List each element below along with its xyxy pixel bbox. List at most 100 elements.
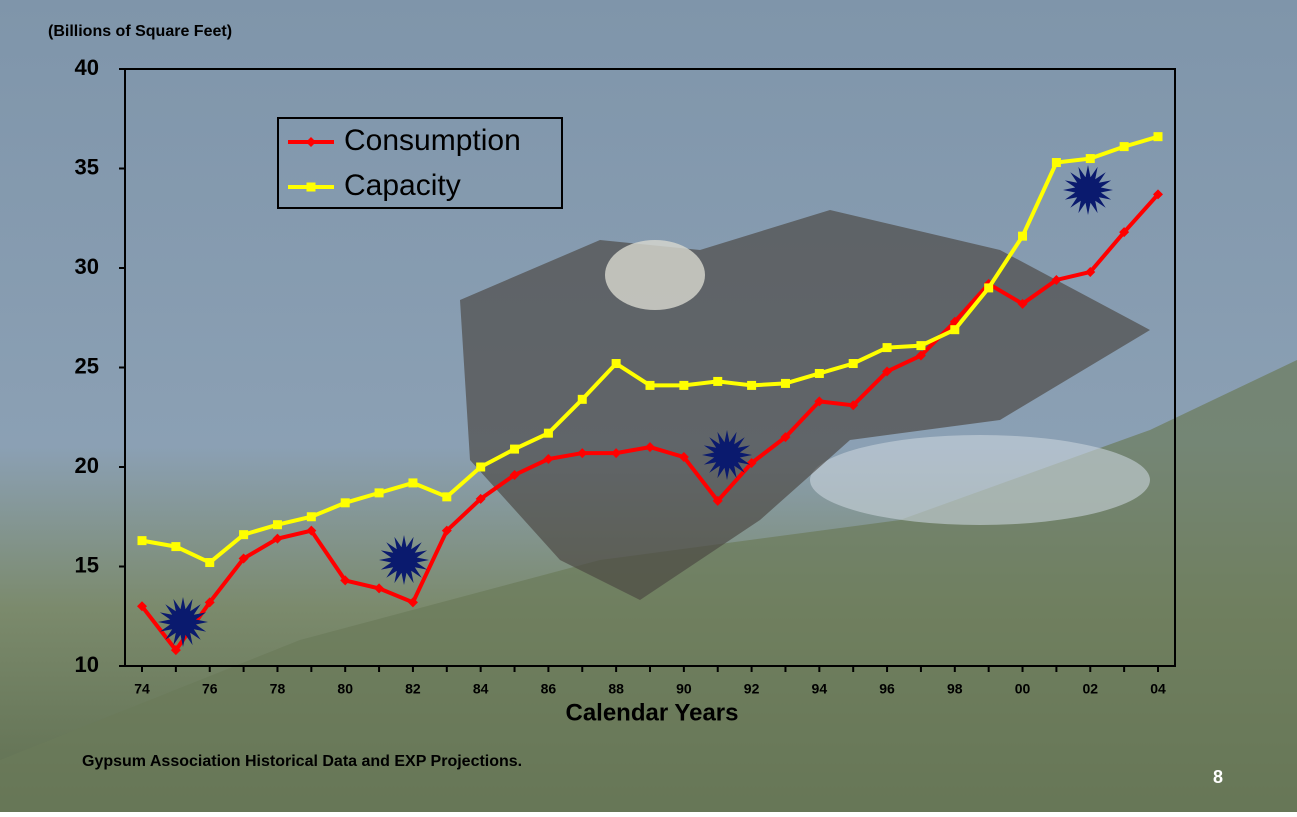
point <box>476 462 486 472</box>
x-tick-label: 76 <box>202 681 218 697</box>
point <box>747 380 757 390</box>
point <box>204 597 215 608</box>
eagle <box>460 210 1150 600</box>
point <box>340 575 351 586</box>
x-tick-label: 74 <box>134 681 150 697</box>
x-tick-label: 04 <box>1150 681 1166 697</box>
point <box>1051 158 1061 168</box>
x-tick-label: 92 <box>744 681 760 697</box>
x-tick-label: 78 <box>270 681 286 697</box>
point <box>1119 227 1130 238</box>
point <box>814 368 824 378</box>
x-tick-label: 84 <box>473 681 489 697</box>
y-tick-label: 40 <box>75 55 99 80</box>
point <box>137 601 147 612</box>
point <box>780 432 791 443</box>
x-axis-label: Calendar Years <box>565 699 738 726</box>
point <box>272 533 283 544</box>
point <box>374 488 384 498</box>
point <box>1017 298 1028 309</box>
point <box>408 478 418 488</box>
slide-number: 8 <box>1213 767 1223 787</box>
point <box>170 645 181 656</box>
point <box>475 493 486 504</box>
eagle-head <box>605 240 705 310</box>
x-tick-label: 88 <box>608 681 624 697</box>
y-tick-label: 10 <box>75 652 99 677</box>
legend-marker <box>306 182 316 192</box>
point <box>1051 274 1062 285</box>
point <box>510 444 520 454</box>
point <box>814 396 825 407</box>
cloud <box>810 435 1150 525</box>
point <box>374 583 385 594</box>
point <box>882 366 893 377</box>
y-tick-label: 35 <box>75 154 99 179</box>
point <box>171 542 181 552</box>
y-tick-label: 25 <box>75 353 99 378</box>
x-tick-label: 80 <box>337 681 353 697</box>
x-tick-label: 98 <box>947 681 963 697</box>
point <box>306 525 317 536</box>
point <box>1085 266 1096 277</box>
point <box>577 448 588 459</box>
point <box>1085 154 1095 164</box>
point <box>713 376 723 386</box>
point <box>645 380 655 390</box>
point <box>137 536 147 546</box>
y-tick-label: 15 <box>75 552 99 577</box>
point <box>679 380 689 390</box>
point <box>205 558 215 568</box>
point <box>543 454 554 465</box>
point <box>1018 231 1028 241</box>
x-tick-label: 00 <box>1015 681 1031 697</box>
y-axis-label: (Billions of Square Feet) <box>48 23 232 40</box>
legend-label: Capacity <box>344 169 461 202</box>
point <box>441 525 452 536</box>
point <box>746 458 757 469</box>
x-tick-label: 90 <box>676 681 692 697</box>
point <box>239 530 249 540</box>
x-tick-label: 86 <box>541 681 557 697</box>
point <box>848 359 858 369</box>
point <box>509 469 520 480</box>
y-tick-label: 20 <box>75 453 99 478</box>
x-tick-label: 96 <box>879 681 895 697</box>
x-tick-label: 94 <box>812 681 828 697</box>
point <box>678 452 689 463</box>
point <box>984 283 994 293</box>
point <box>882 343 892 353</box>
point <box>915 350 926 361</box>
legend-marker <box>306 137 316 147</box>
point <box>712 495 723 506</box>
point <box>611 359 621 369</box>
point <box>306 512 316 522</box>
point <box>1119 142 1129 152</box>
point <box>543 428 553 438</box>
starburst <box>379 535 429 585</box>
x-tick-label: 02 <box>1082 681 1098 697</box>
point <box>1153 189 1163 200</box>
point <box>340 498 350 508</box>
point <box>950 325 960 335</box>
source-note: Gypsum Association Historical Data and E… <box>82 753 522 770</box>
point <box>645 442 655 453</box>
y-tick-label: 30 <box>75 254 99 279</box>
point <box>916 341 926 351</box>
point <box>238 553 249 564</box>
legend-box <box>277 117 563 209</box>
point <box>442 492 452 502</box>
point <box>780 378 790 388</box>
point <box>577 394 587 404</box>
x-tick-label: 82 <box>405 681 421 697</box>
point <box>1153 132 1163 142</box>
point <box>407 597 418 608</box>
point <box>272 520 282 530</box>
point <box>611 448 622 459</box>
point <box>848 400 859 411</box>
starburst <box>1063 165 1113 215</box>
starburst <box>158 597 208 647</box>
legend-label: Consumption <box>344 124 521 157</box>
